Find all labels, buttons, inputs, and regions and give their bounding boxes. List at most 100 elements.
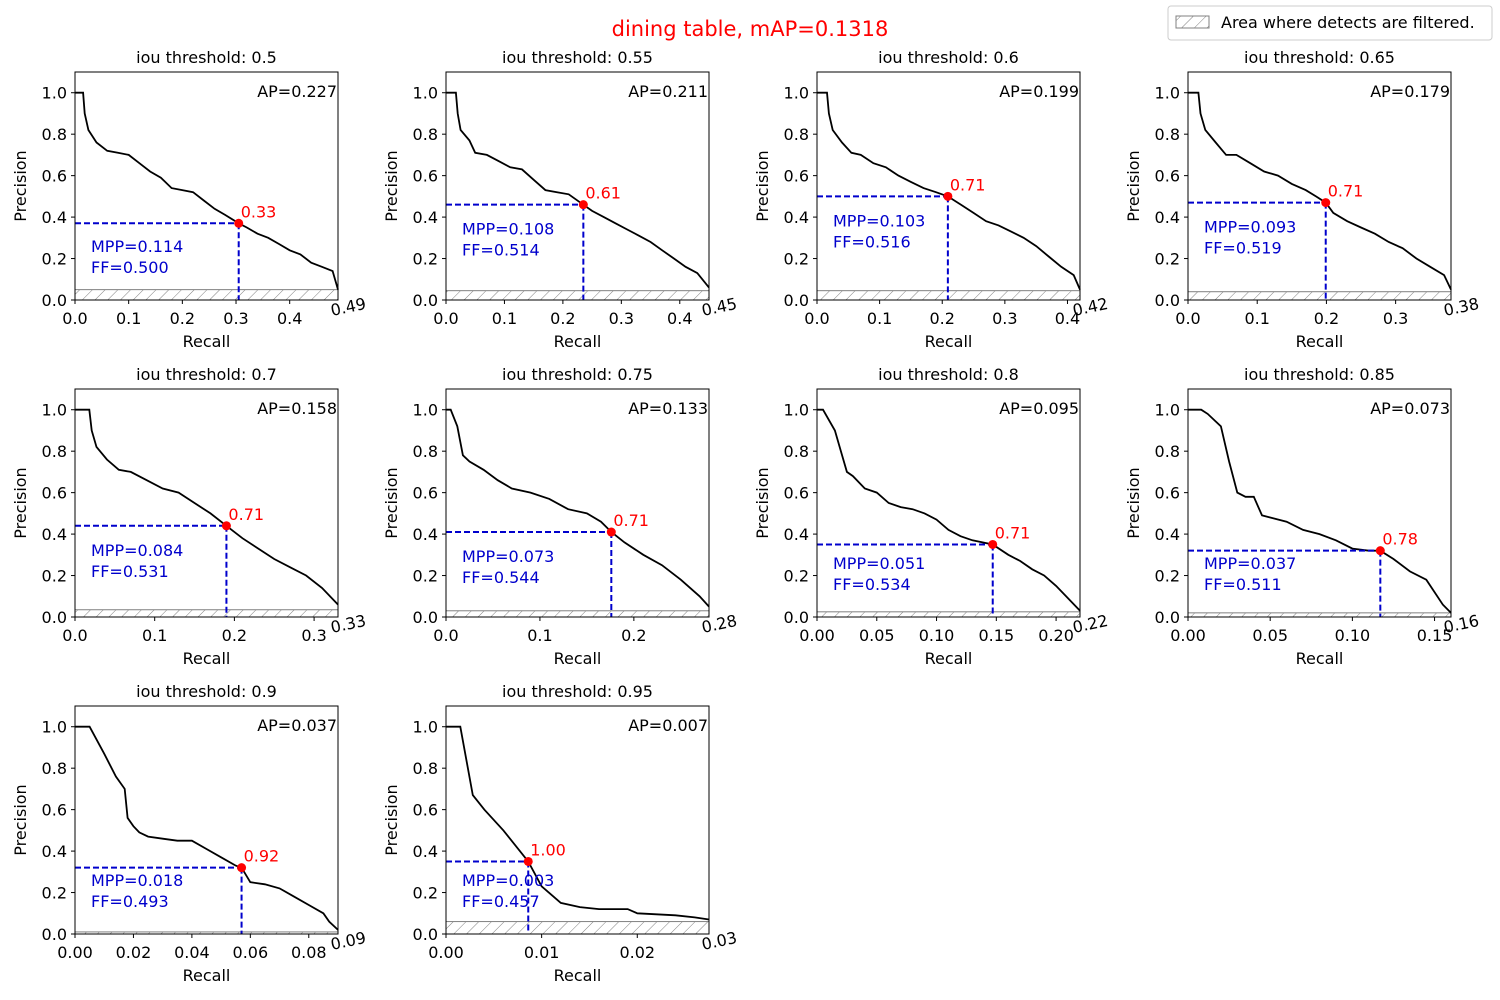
legend-label: Area where detects are filtered. <box>1221 13 1475 32</box>
y-tick-label: 0.0 <box>413 291 438 310</box>
x-tick-label: 0.10 <box>1335 626 1371 645</box>
x-tick-label: 0.3 <box>992 309 1017 328</box>
mpp-label: MPP=0.073 <box>462 547 554 566</box>
ff-label: FF=0.500 <box>91 258 169 277</box>
x-tick-label: 0.00 <box>428 943 464 962</box>
mpp-label: MPP=0.018 <box>91 871 183 890</box>
y-tick-label: 0.6 <box>413 167 438 186</box>
x-tick-label: 0.3 <box>1383 309 1408 328</box>
legend-hatch-swatch <box>1175 15 1210 29</box>
legend: Area where detects are filtered. <box>1167 5 1493 41</box>
x-axis-label: Recall <box>554 332 602 351</box>
y-tick-label: 0.8 <box>42 125 67 144</box>
ap-label: AP=0.211 <box>628 82 708 101</box>
x-axis-label: Recall <box>1296 649 1344 668</box>
plot-frame <box>1187 71 1452 301</box>
y-tick-label: 0.2 <box>784 567 809 586</box>
x-tick-label: 0.06 <box>233 943 269 962</box>
y-tick-label: 0.8 <box>1155 125 1180 144</box>
ap-label: AP=0.158 <box>257 399 337 418</box>
x-axis-label: Recall <box>183 332 231 351</box>
filtered-area <box>445 290 710 301</box>
y-tick-label: 0.0 <box>413 925 438 944</box>
legend-frame <box>1167 5 1493 41</box>
x-axis-label: Recall <box>554 966 602 985</box>
mpp-label: MPP=0.037 <box>1204 554 1296 573</box>
y-tick-label: 0.0 <box>784 608 809 627</box>
y-tick-label: 0.6 <box>42 484 67 503</box>
y-tick-label: 0.4 <box>784 525 809 544</box>
y-tick-label: 0.2 <box>1155 250 1180 269</box>
y-tick-label: 0.6 <box>1155 167 1180 186</box>
ap-label: AP=0.133 <box>628 399 708 418</box>
y-tick-label: 0.2 <box>1155 567 1180 586</box>
x-tick-label: 0.3 <box>609 309 634 328</box>
x-tick-label: 0.2 <box>621 626 646 645</box>
x-tick-label: 0.02 <box>116 943 152 962</box>
x-axis-label: Recall <box>554 649 602 668</box>
operating-point-marker <box>578 200 588 210</box>
operating-point-label: 0.78 <box>1382 530 1418 549</box>
ff-label: FF=0.457 <box>462 892 540 911</box>
operating-point-marker <box>234 218 244 228</box>
x-tick-label: 0.0 <box>433 309 458 328</box>
y-tick-label: 0.6 <box>42 167 67 186</box>
pr-curve <box>75 725 339 931</box>
y-axis-label: Precision <box>753 150 772 221</box>
x-tick-label: 0.10 <box>919 626 955 645</box>
y-axis-label: Precision <box>11 784 30 855</box>
x-tick-label: 0.2 <box>930 309 955 328</box>
x-tick-label: 0.01 <box>524 943 560 962</box>
x-tick-label: 0.15 <box>1417 626 1453 645</box>
mpp-label: MPP=0.108 <box>462 220 554 239</box>
ff-label: FF=0.493 <box>91 892 169 911</box>
y-tick-label: 0.0 <box>784 291 809 310</box>
operating-point-label: 1.00 <box>530 840 566 859</box>
x-tick-label: 0.4 <box>277 309 302 328</box>
mpp-label: MPP=0.114 <box>91 237 183 256</box>
x-axis-label: Recall <box>1296 332 1344 351</box>
filtered-area <box>74 609 339 618</box>
operating-point-label: 0.71 <box>228 505 264 524</box>
ff-label: FF=0.519 <box>1204 239 1282 258</box>
panel-title: iou threshold: 0.55 <box>502 48 653 67</box>
y-tick-label: 0.2 <box>42 884 67 903</box>
x-tick-label: 0.2 <box>222 626 247 645</box>
y-tick-label: 0.8 <box>42 759 67 778</box>
y-tick-label: 0.6 <box>1155 484 1180 503</box>
x-tick-label: 0.15 <box>979 626 1015 645</box>
x-tick-label: 0.2 <box>1314 309 1339 328</box>
y-tick-label: 0.0 <box>1155 608 1180 627</box>
plot-frame <box>816 388 1081 618</box>
y-tick-label: 0.4 <box>413 208 438 227</box>
y-tick-label: 0.2 <box>413 250 438 269</box>
x-tick-label: 0.1 <box>527 626 552 645</box>
operating-point-marker <box>1321 198 1331 208</box>
y-axis-label: Precision <box>753 467 772 538</box>
operating-point-marker <box>237 863 247 873</box>
mpp-label: MPP=0.093 <box>1204 218 1296 237</box>
mpp-label: MPP=0.051 <box>833 554 925 573</box>
x-tick-label: 0.1 <box>142 626 167 645</box>
y-tick-label: 0.6 <box>42 801 67 820</box>
y-tick-label: 0.6 <box>413 484 438 503</box>
panel-title: iou threshold: 0.5 <box>136 48 277 67</box>
filtered-area <box>816 611 1081 618</box>
y-tick-label: 1.0 <box>42 401 67 420</box>
mpp-label: MPP=0.003 <box>462 871 554 890</box>
pr-curve <box>817 408 1081 612</box>
panel-title: iou threshold: 0.7 <box>136 365 277 384</box>
x-tick-label: 0.00 <box>57 943 93 962</box>
pr-panel: iou threshold: 0.85 0.78 AP=0.073 MPP=0.037… <box>1124 365 1481 668</box>
y-tick-label: 0.8 <box>1155 442 1180 461</box>
x-axis-label: Recall <box>183 966 231 985</box>
y-tick-label: 0.8 <box>413 125 438 144</box>
x-tick-label: 0.4 <box>667 309 692 328</box>
operating-point-label: 0.71 <box>613 511 649 530</box>
y-tick-label: 0.4 <box>413 525 438 544</box>
pr-panel: iou threshold: 0.9 0.92 AP=0.037 MPP=0.018 F… <box>11 682 368 985</box>
ap-label: AP=0.037 <box>257 716 337 735</box>
x-tick-label: 0.05 <box>859 626 895 645</box>
plot-frame <box>445 388 710 618</box>
